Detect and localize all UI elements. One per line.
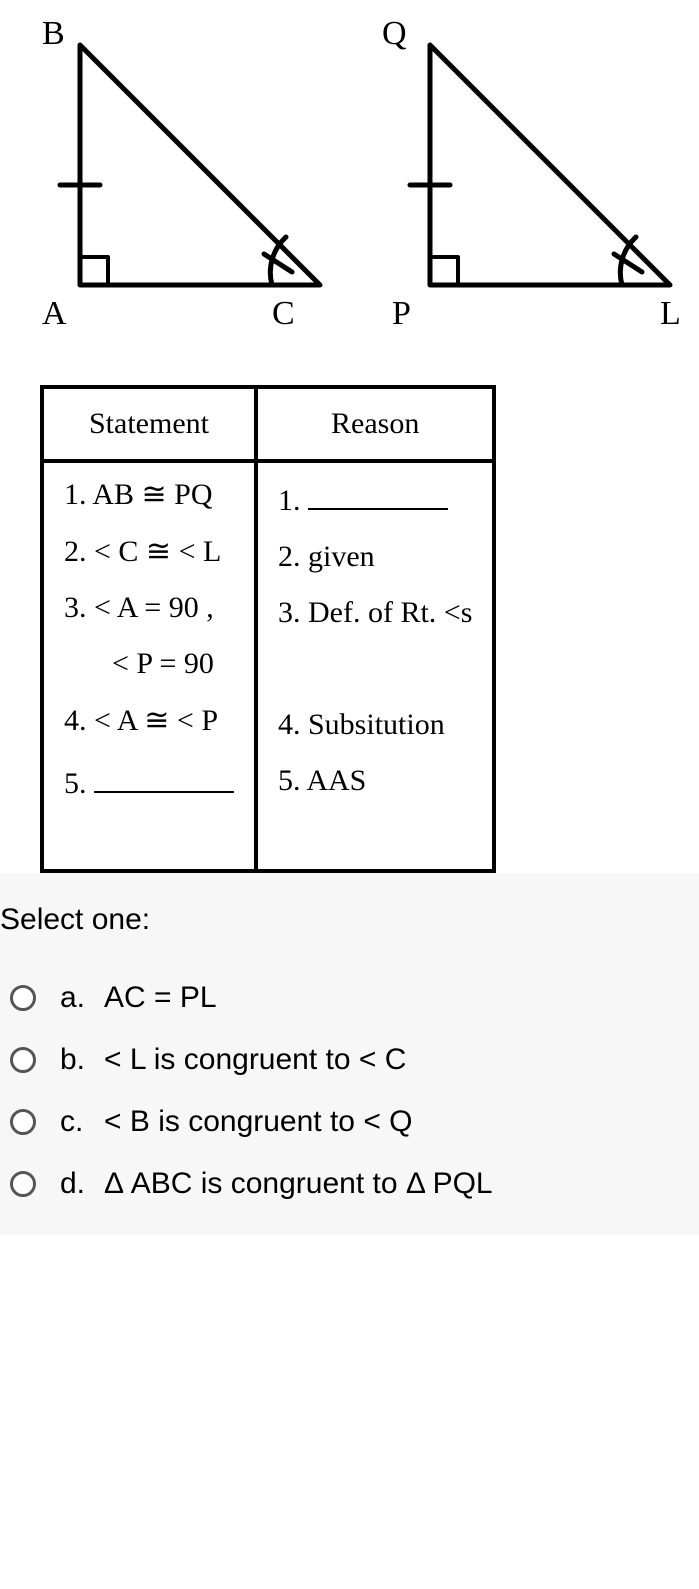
option-letter: c. [60, 1105, 104, 1139]
reason-line: 2. given [278, 540, 472, 574]
answer-option[interactable]: d.Δ ABC is congruent to Δ PQL [0, 1153, 699, 1215]
option-text: < L is congruent to < C [104, 1043, 406, 1077]
statement-line: 4. < A ≅ < P [64, 703, 234, 738]
statement-line-cont: < P = 90 [64, 647, 234, 681]
reason-cell: 1. 2. given 3. Def. of Rt. <s 4. Subsitut… [256, 461, 494, 871]
radio-button[interactable] [10, 1047, 36, 1073]
option-letter: a. [60, 981, 104, 1015]
select-prompt: Select one: [0, 903, 699, 937]
statement-line: 2. < C ≅ < L [64, 534, 234, 569]
radio-button[interactable] [10, 1109, 36, 1135]
option-letter: b. [60, 1043, 104, 1077]
option-text: AC = PL [104, 981, 217, 1015]
vertex-label-A: A [42, 295, 67, 330]
radio-button[interactable] [10, 1171, 36, 1197]
vertex-label-B: B [42, 15, 65, 52]
option-text: Δ ABC is congruent to Δ PQL [104, 1167, 493, 1201]
col-header-reason: Reason [256, 387, 494, 461]
reason-line: 1. [278, 477, 472, 518]
triangle-diagram: B A C Q P L [0, 0, 699, 365]
answer-option[interactable]: b.< L is congruent to < C [0, 1029, 699, 1091]
reason-line: 4. Subsitution [278, 708, 472, 742]
question-block: Select one: a.AC = PLb.< L is congruent … [0, 873, 699, 1235]
proof-table: Statement Reason 1. AB ≅ PQ 2. < C ≅ < L 3… [40, 385, 496, 873]
statement-line: 5. [64, 760, 234, 801]
vertex-label-Q: Q [382, 15, 407, 52]
radio-button[interactable] [10, 985, 36, 1011]
statement-cell: 1. AB ≅ PQ 2. < C ≅ < L 3. < A = 90 , < P =… [42, 461, 256, 871]
option-letter: d. [60, 1167, 104, 1201]
vertex-label-L: L [660, 295, 681, 330]
col-header-statement: Statement [42, 387, 256, 461]
reason-line: 5. AAS [278, 764, 472, 798]
reason-line: 3. Def. of Rt. <s [278, 596, 472, 630]
option-text: < B is congruent to < Q [104, 1105, 413, 1139]
vertex-label-C: C [272, 295, 295, 330]
answer-option[interactable]: a.AC = PL [0, 967, 699, 1029]
statement-line: 3. < A = 90 , [64, 591, 234, 625]
vertex-label-P: P [392, 295, 411, 330]
answer-option[interactable]: c.< B is congruent to < Q [0, 1091, 699, 1153]
statement-line: 1. AB ≅ PQ [64, 477, 234, 512]
